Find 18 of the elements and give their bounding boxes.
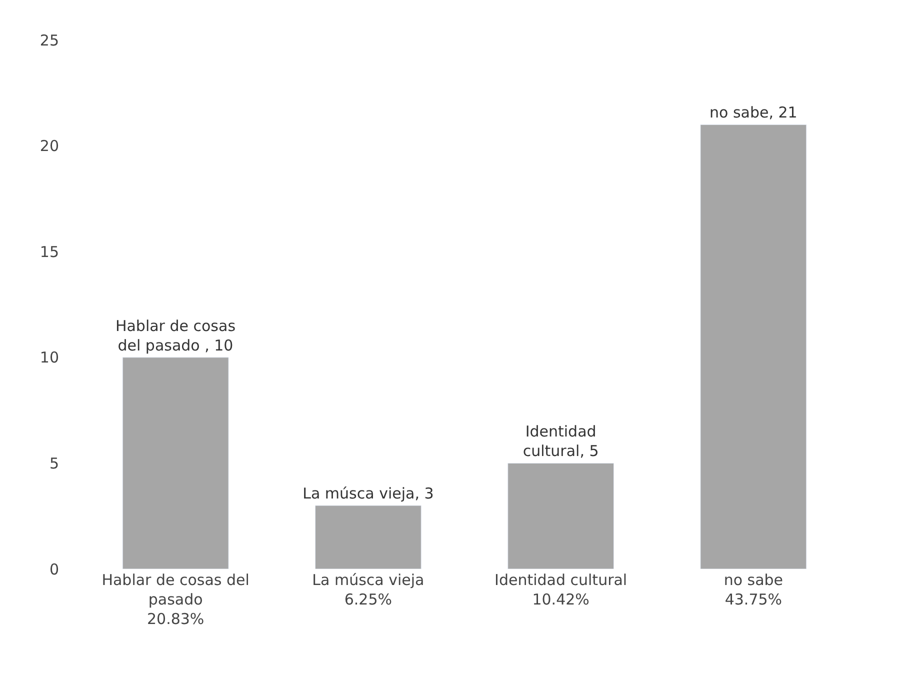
x-tick-label: La músca vieja 6.25%	[312, 571, 424, 608]
y-tick-label: 0	[49, 560, 59, 578]
y-tick-label: 25	[40, 31, 59, 50]
y-tick-label: 10	[40, 348, 59, 367]
x-tick-label: no sabe 43.75%	[724, 571, 784, 608]
bar	[508, 462, 614, 569]
bar	[700, 124, 807, 569]
bar	[122, 357, 229, 569]
x-tick-label: Identidad cultural 10.42%	[494, 571, 628, 608]
data-label: Identidad cultural, 5	[522, 422, 599, 460]
y-tick-label: 15	[40, 242, 59, 261]
data-label: no sabe, 21	[710, 104, 798, 122]
x-tick-label: Hablar de cosas del pasado 20.83%	[102, 571, 250, 628]
data-label: Hablar de cosas del pasado , 10	[115, 316, 236, 354]
y-tick-label: 5	[49, 454, 59, 472]
y-tick-label: 20	[40, 137, 59, 156]
data-label: La músca vieja, 3	[302, 484, 434, 503]
bar	[314, 505, 422, 569]
